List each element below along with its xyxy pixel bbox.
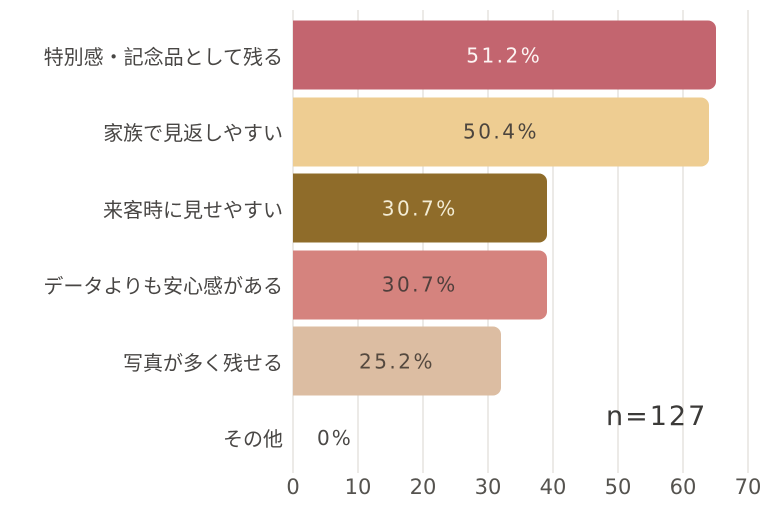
bar-value-label: 30.7% bbox=[381, 196, 458, 221]
bar-track: 25.2% bbox=[293, 323, 748, 400]
bar: 25.2% bbox=[293, 326, 501, 396]
category-label: 特別感・記念品として残る bbox=[43, 44, 283, 69]
bar-value-label: 30.7% bbox=[381, 272, 458, 297]
x-tick-label: 70 bbox=[734, 475, 762, 499]
category-label: データよりも安心感がある bbox=[43, 274, 283, 299]
sample-size-annotation: n=127 bbox=[606, 401, 708, 432]
bar: 50.4% bbox=[293, 97, 709, 167]
x-tick-label: 40 bbox=[539, 475, 567, 499]
gridline bbox=[682, 10, 684, 473]
x-axis-ticks: 0 10 20 30 40 50 60 70 bbox=[286, 473, 761, 507]
bar-row: 特別感・記念品として残る 51.2% bbox=[0, 17, 780, 94]
bar-track: 51.2% bbox=[293, 17, 748, 94]
x-tick-label: 50 bbox=[604, 475, 632, 499]
bar-row: 来客時に見せやすい 30.7% bbox=[0, 170, 780, 247]
bar-row: データよりも安心感がある 30.7% bbox=[0, 247, 780, 324]
bar-row: 家族で見返しやすい 50.4% bbox=[0, 94, 780, 171]
bar-value-label: 0% bbox=[317, 425, 353, 450]
chart-rows: 特別感・記念品として残る 51.2% 家族で見返しやすい 50.4% 来客時に見… bbox=[0, 17, 780, 476]
x-tick-label: 30 bbox=[474, 475, 502, 499]
bar-track: 30.7% bbox=[293, 170, 748, 247]
bar-track: 50.4% bbox=[293, 94, 748, 171]
bar: 30.7% bbox=[293, 173, 547, 243]
bar-track: 0% bbox=[293, 400, 748, 477]
bar-row: その他 0% bbox=[0, 400, 780, 477]
bar: 30.7% bbox=[293, 250, 547, 320]
x-tick-label: 20 bbox=[409, 475, 437, 499]
bar-value-label: 25.2% bbox=[358, 349, 436, 374]
bar-value-label: 50.4% bbox=[462, 119, 540, 144]
x-tick-label: 0 bbox=[286, 475, 300, 499]
gridline bbox=[747, 10, 749, 473]
x-tick-label: 60 bbox=[669, 475, 697, 499]
category-label: その他 bbox=[223, 427, 283, 452]
gridline bbox=[552, 10, 554, 473]
category-label: 写真が多く残せる bbox=[123, 350, 283, 375]
category-label: 来客時に見せやすい bbox=[103, 197, 283, 222]
x-tick-label: 10 bbox=[344, 475, 372, 499]
bar-value-label: 51.2% bbox=[466, 43, 543, 68]
category-label: 家族で見返しやすい bbox=[103, 121, 283, 146]
gridline bbox=[617, 10, 619, 473]
bar: 51.2% bbox=[293, 20, 716, 90]
bar-row: 写真が多く残せる 25.2% bbox=[0, 323, 780, 400]
bar-track: 30.7% bbox=[293, 247, 748, 324]
